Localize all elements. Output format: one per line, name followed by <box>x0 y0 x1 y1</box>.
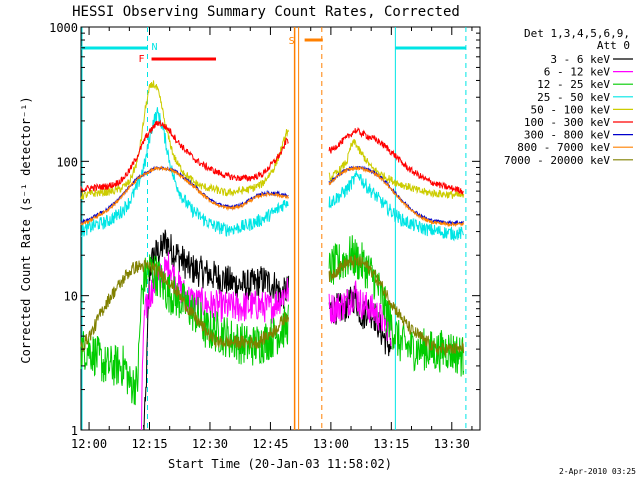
x-tick-label: 12:00 <box>71 437 107 451</box>
series-line <box>80 254 289 406</box>
series-layer <box>80 80 465 431</box>
legend-entry-label: 3 - 6 keV <box>550 53 610 66</box>
series-line <box>80 258 289 353</box>
legend-entry-label: 6 - 12 keV <box>544 66 611 79</box>
legend-entry-label: 100 - 300 keV <box>524 116 610 129</box>
x-tick-label: 12:30 <box>192 437 228 451</box>
y-tick-label: 1 <box>71 424 78 438</box>
series-line <box>328 138 465 199</box>
legend-entry-label: 12 - 25 keV <box>537 78 610 91</box>
series-line <box>328 280 392 347</box>
y-tick-label: 1000 <box>49 21 78 35</box>
series-line <box>80 80 289 200</box>
series-line <box>80 119 289 193</box>
axes-layer: 12:00 12:15 12:30 12:45 13:00 13:15 13:30 1 10 10… <box>49 21 480 451</box>
y-tick-label: 100 <box>56 155 78 169</box>
x-tick-label: 12:45 <box>252 437 288 451</box>
plot-frame <box>80 26 481 431</box>
legend-entry-label: 300 - 800 keV <box>524 129 610 142</box>
series-line <box>80 107 289 237</box>
x-tick-label: 13:00 <box>313 437 349 451</box>
x-tick-label: 13:15 <box>373 437 409 451</box>
x-axis-label: Start Time (20-Jan-03 11:58:02) <box>168 457 392 471</box>
legend-entry-label: 50 - 100 keV <box>531 103 611 116</box>
flags-layer: NF S <box>81 27 467 430</box>
series-line <box>328 254 465 356</box>
series-line <box>143 229 290 431</box>
x-tick-label: 13:30 <box>434 437 470 451</box>
timestamp: 2-Apr-2010 03:25 <box>559 467 636 476</box>
legend-entry-label: 800 - 7000 keV <box>517 141 610 154</box>
x-tick-label: 12:15 <box>131 437 167 451</box>
series-line <box>328 126 464 196</box>
legend-detector-line2: Att 0 <box>597 39 630 52</box>
y-axis-label: Corrected Count Rate (s⁻¹ detector⁻¹) <box>19 96 33 363</box>
series-line <box>80 165 289 226</box>
night-flag-label: N <box>152 42 158 53</box>
saa-flag-label: S <box>289 36 295 47</box>
series-line <box>328 170 465 242</box>
flare-flag-label: F <box>139 54 145 65</box>
y-tick-label: 10 <box>64 290 78 304</box>
chart-title: HESSI Observing Summary Count Rates, Cor… <box>72 4 460 20</box>
legend-entry-label: 7000 - 20000 keV <box>504 154 610 167</box>
series-line <box>328 165 465 228</box>
series-line <box>328 284 392 357</box>
legend-detector-line1: Det 1,3,4,5,6,9, <box>524 27 630 40</box>
legend-entry-label: 25 - 50 keV <box>537 91 610 104</box>
series-line <box>328 235 465 377</box>
